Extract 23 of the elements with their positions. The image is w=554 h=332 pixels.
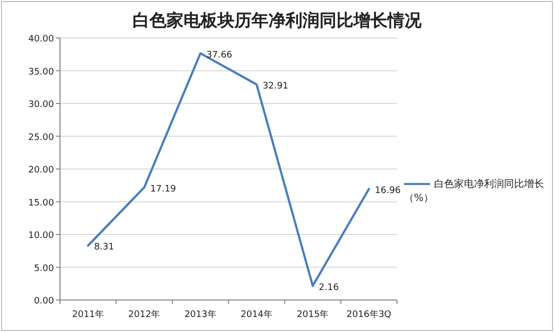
x-tick-label: 2014年 (240, 309, 273, 320)
x-tick-label: 2015年 (296, 309, 329, 320)
y-tick-label: 20.00 (28, 166, 54, 176)
y-tick-label: 35.00 (28, 67, 54, 78)
data-label: 2.16 (318, 282, 340, 293)
data-label: 8.31 (94, 242, 114, 253)
data-label: 32.91 (262, 81, 288, 92)
y-tick-label: 25.00 (28, 132, 54, 143)
y-tick-label: 30.00 (28, 100, 54, 110)
y-tick-label: 5.00 (34, 264, 54, 274)
y-tick-label: 15.00 (28, 198, 54, 208)
y-tick-label: 10.00 (28, 231, 54, 241)
data-label: 17.19 (150, 184, 176, 194)
y-tick-label: 40.00 (28, 34, 54, 44)
x-tick-label: 2011年 (72, 309, 104, 320)
chart-title: 白色家电板块历年净利润同比增长情况 (132, 11, 422, 31)
data-label: 37.66 (206, 50, 232, 60)
x-tick-label: 2016年3Q (346, 309, 392, 320)
x-tick-label: 2013年 (184, 309, 216, 320)
legend-label: 白色家电净利润同比增长（%） (404, 179, 544, 204)
y-tick-label: 0.00 (34, 296, 54, 306)
x-tick-label: 2012年 (128, 309, 160, 320)
data-label: 16.96 (374, 186, 401, 196)
